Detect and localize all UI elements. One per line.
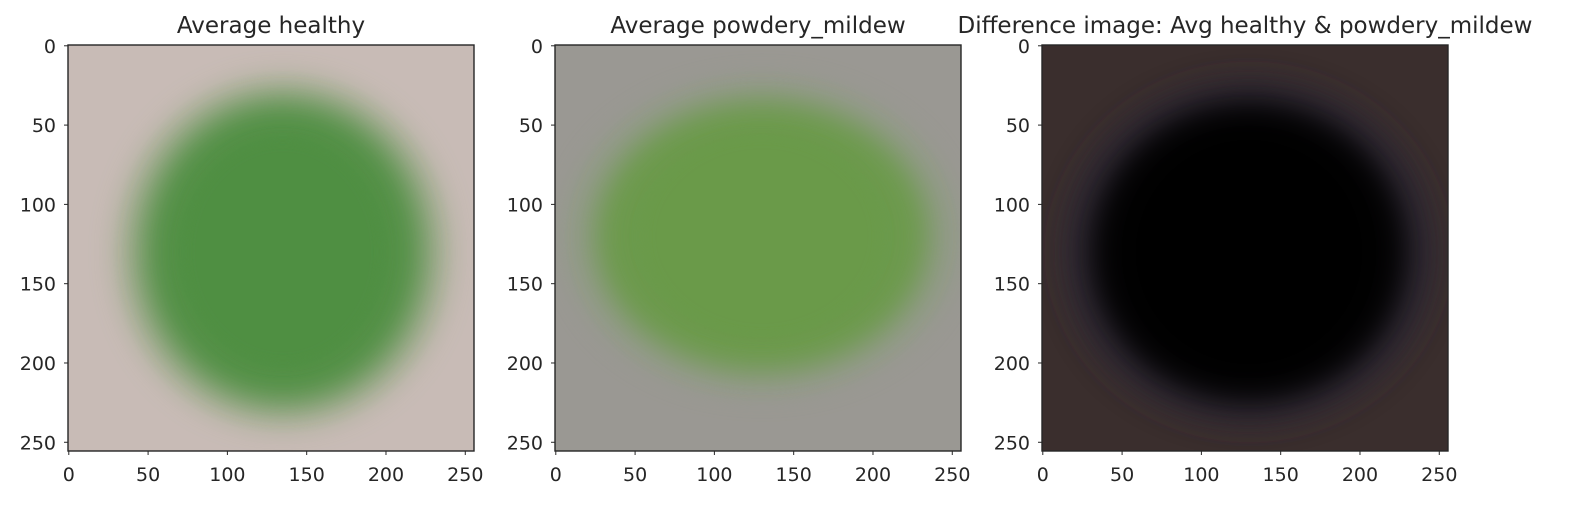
x-tick-label: 150	[289, 464, 325, 486]
leaf-core	[1134, 138, 1364, 365]
x-tick-label: 100	[1183, 464, 1219, 486]
y-tick-label: 50	[1006, 115, 1030, 137]
x-tick-label: 100	[696, 464, 732, 486]
y-tick-label: 0	[1018, 36, 1030, 58]
y-tick-label: 100	[20, 194, 56, 216]
y-tick-label: 150	[994, 274, 1030, 296]
panel-1: Average healthy 0 50 100 150 200 250 0 50 100 150 2…	[20, 13, 484, 486]
y-tick-label: 150	[507, 274, 543, 296]
y-tick-label: 50	[32, 115, 56, 137]
x-tick-label: 200	[368, 464, 404, 486]
y-tick-label: 0	[44, 36, 56, 58]
y-tick-label: 100	[994, 194, 1030, 216]
y-tick-label: 250	[20, 432, 56, 454]
y-tick-label: 200	[20, 353, 56, 375]
axes-frame	[554, 44, 962, 452]
leaf-core	[642, 135, 882, 338]
y-tick-label: 200	[507, 353, 543, 375]
panel-title: Average healthy	[177, 13, 365, 39]
x-tick-label: 50	[1110, 464, 1134, 486]
y-tick-label: 250	[507, 432, 543, 454]
x-tick-label: 200	[855, 464, 891, 486]
x-tick-label: 150	[1263, 464, 1299, 486]
y-tick-label: 100	[507, 194, 543, 216]
y-tick-label: 250	[994, 432, 1030, 454]
x-tick-label: 200	[1342, 464, 1378, 486]
x-tick-label: 250	[447, 464, 483, 486]
x-tick-label: 0	[550, 464, 562, 486]
panel-title: Average powdery_mildew	[610, 13, 905, 39]
panel-3: Difference image: Avg healthy & powdery_…	[957, 13, 1532, 486]
x-tick-label: 100	[209, 464, 245, 486]
axes-frame	[67, 44, 475, 452]
x-tick-label: 0	[1037, 464, 1049, 486]
axes-frame	[1041, 44, 1449, 452]
y-tick-label: 50	[519, 115, 543, 137]
image-area	[68, 45, 474, 451]
image-area	[555, 45, 961, 451]
x-tick-label: 250	[934, 464, 970, 486]
panel-2: Average powdery_mildew 0 50 100 150 200 250 0 50…	[507, 13, 971, 486]
y-tick-label: 0	[531, 36, 543, 58]
x-tick-label: 0	[63, 464, 75, 486]
x-tick-label: 250	[1421, 464, 1457, 486]
x-tick-label: 50	[623, 464, 647, 486]
image-area	[1042, 45, 1448, 451]
panel-title: Difference image: Avg healthy & powdery_…	[957, 13, 1532, 39]
y-tick-label: 150	[20, 274, 56, 296]
x-tick-label: 50	[136, 464, 160, 486]
x-tick-label: 150	[776, 464, 812, 486]
y-tick-label: 200	[994, 353, 1030, 375]
